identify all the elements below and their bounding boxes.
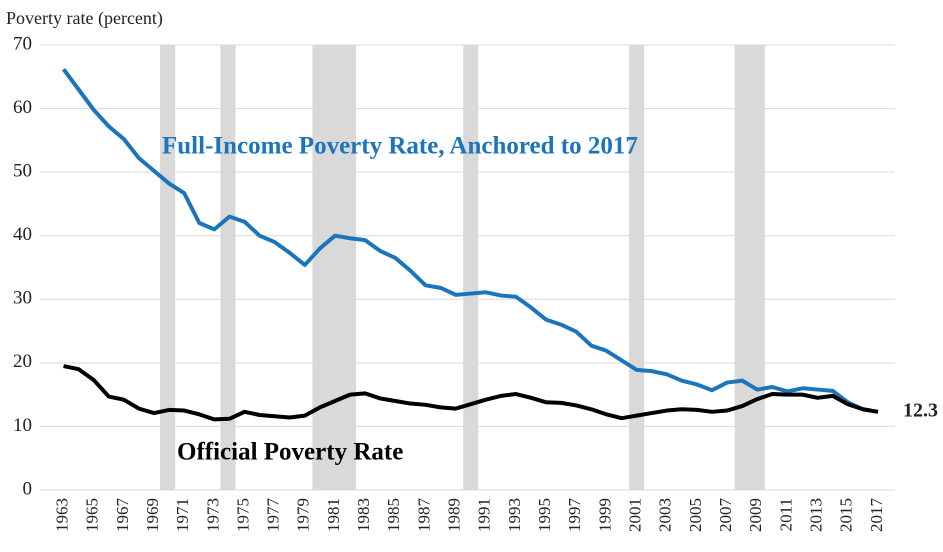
series-label: Full-Income Poverty Rate, Anchored to 20… xyxy=(162,133,638,160)
y-tick-label: 50 xyxy=(13,161,32,182)
x-tick-label: 2007 xyxy=(716,498,735,533)
x-tick-label: 1991 xyxy=(475,498,494,532)
x-tick-label: 1971 xyxy=(173,498,192,532)
x-tick-label: 2013 xyxy=(807,498,826,532)
series-line xyxy=(61,67,879,414)
y-tick-label: 20 xyxy=(13,351,32,372)
x-tick-label: 1989 xyxy=(445,498,464,532)
x-tick-label: 1973 xyxy=(203,498,222,532)
series-label: Official Poverty Rate xyxy=(177,439,403,466)
x-tick-label: 2009 xyxy=(746,498,765,532)
x-tick-label: 1963 xyxy=(52,498,71,532)
x-tick-label: 1983 xyxy=(354,498,373,532)
shaded-period xyxy=(629,45,645,490)
x-tick-label: 1967 xyxy=(113,498,132,533)
x-tick-label: 1965 xyxy=(83,498,102,532)
series-line xyxy=(63,364,879,422)
y-tick-label: 40 xyxy=(13,224,32,245)
y-tick-label: 60 xyxy=(13,97,32,118)
x-tick-label: 2011 xyxy=(776,498,795,531)
y-axis-label: Poverty rate (percent) xyxy=(6,8,163,29)
x-tick-label: 2005 xyxy=(686,498,705,532)
x-tick-label: 1999 xyxy=(595,498,614,532)
shaded-period xyxy=(734,45,765,490)
shaded-period xyxy=(160,45,176,490)
x-tick-label: 1985 xyxy=(384,498,403,532)
shaded-period xyxy=(312,45,357,490)
data-label: 12.3 xyxy=(903,399,938,421)
x-tick-label: 2001 xyxy=(626,498,645,532)
x-tick-label: 2003 xyxy=(656,498,675,532)
x-tick-label: 1995 xyxy=(535,498,554,532)
x-tick-label: 1987 xyxy=(414,498,433,533)
y-tick-label: 30 xyxy=(13,288,32,309)
x-tick-label: 1993 xyxy=(505,498,524,532)
shaded-period xyxy=(220,45,236,490)
y-tick-label: 0 xyxy=(23,478,33,499)
x-tick-label: 1997 xyxy=(565,498,584,533)
x-tick-label: 2017 xyxy=(867,498,886,533)
x-tick-label: 2015 xyxy=(837,498,856,532)
y-tick-label: 70 xyxy=(13,33,32,54)
x-tick-label: 1969 xyxy=(143,498,162,532)
shaded-period xyxy=(463,45,479,490)
x-tick-label: 1979 xyxy=(294,498,313,532)
x-tick-label: 1981 xyxy=(324,498,343,532)
x-tick-label: 1975 xyxy=(233,498,252,532)
y-tick-label: 10 xyxy=(13,415,32,436)
x-tick-label: 1977 xyxy=(264,498,283,533)
